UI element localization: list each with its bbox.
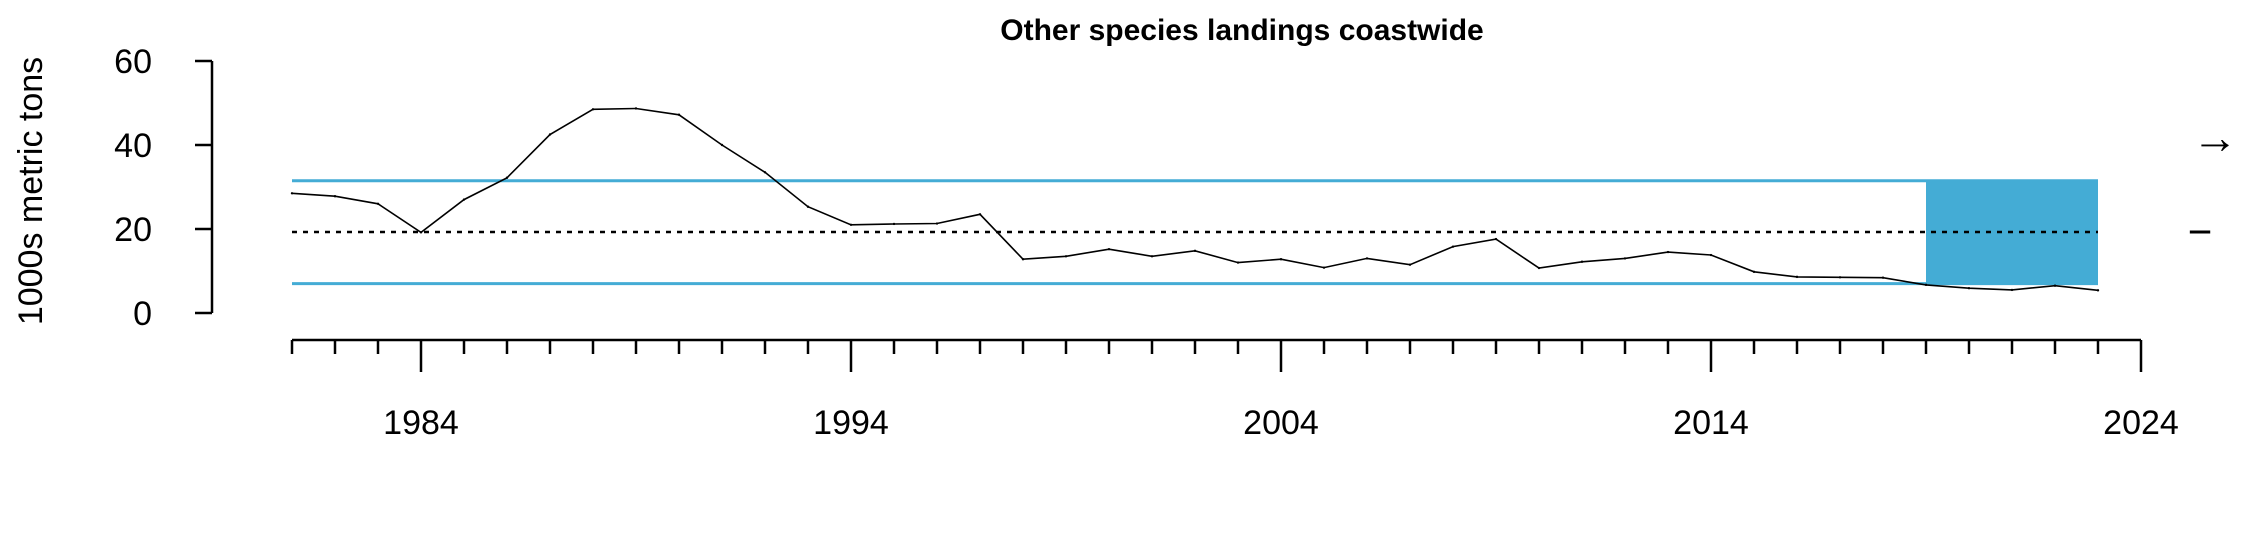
y-tick-label: 20: [114, 211, 152, 249]
x-tick-label: 1984: [383, 404, 459, 442]
data-point: [1623, 257, 1627, 260]
data-point: [1236, 261, 1240, 264]
data-point: [1494, 237, 1498, 241]
y-tick-label: 40: [114, 127, 152, 165]
data-point: [505, 176, 509, 179]
data-point: [978, 213, 982, 216]
data-point: [1666, 250, 1670, 254]
data-point: [1709, 253, 1713, 257]
data-point: [1322, 266, 1326, 269]
data-point: [677, 113, 681, 116]
data-point: [1064, 255, 1068, 258]
data-point: [548, 133, 552, 136]
y-axis: 0 20 40 60: [114, 43, 214, 333]
data-point: [935, 222, 939, 225]
data-point: [1408, 263, 1412, 266]
x-tick-label: 2004: [1243, 404, 1319, 442]
data-point: [1881, 276, 1885, 279]
mean-indicator-icon: −: [2188, 208, 2213, 255]
data-point: [333, 195, 337, 198]
data-point: [1021, 258, 1025, 261]
data-point: [1193, 249, 1197, 253]
plot-area: [290, 107, 2100, 292]
data-point: [1537, 266, 1541, 270]
landings-series-line: [291, 107, 2099, 292]
x-tick-label: 1994: [813, 404, 889, 442]
data-point: [1838, 276, 1842, 279]
x-axis: 1984 1994 2004 2014 2024: [290, 338, 2179, 442]
data-point: [806, 205, 810, 208]
data-point: [2096, 289, 2100, 292]
data-point: [1365, 257, 1369, 260]
data-point: [1795, 275, 1799, 279]
data-point: [892, 222, 896, 226]
data-point: [376, 202, 380, 205]
data-point: [1107, 247, 1111, 251]
data-point: [763, 171, 767, 174]
data-point: [634, 107, 638, 110]
x-tick-label: 2014: [1673, 404, 1749, 442]
data-point: [1451, 245, 1455, 248]
data-point: [2053, 284, 2057, 287]
data-point: [462, 198, 466, 201]
data-point: [1924, 283, 1928, 287]
y-axis-title: 1000s metric tons: [12, 57, 50, 325]
data-point: [2010, 288, 2014, 292]
data-point: [1279, 258, 1283, 261]
data-point: [1150, 255, 1154, 258]
data-point: [290, 192, 294, 195]
data-point: [419, 231, 423, 234]
data-point: [1752, 270, 1756, 274]
data-point: [849, 223, 853, 226]
data-point: [1580, 260, 1584, 263]
y-tick-label: 0: [133, 295, 152, 333]
y-tick-label: 60: [114, 43, 152, 81]
chart-title: Other species landings coastwide: [1000, 14, 1484, 47]
data-point: [1967, 287, 1971, 290]
data-point: [591, 108, 595, 111]
trend-arrow-icon: →: [2192, 111, 2238, 163]
x-tick-label: 2024: [2103, 404, 2179, 442]
data-point: [720, 143, 724, 147]
